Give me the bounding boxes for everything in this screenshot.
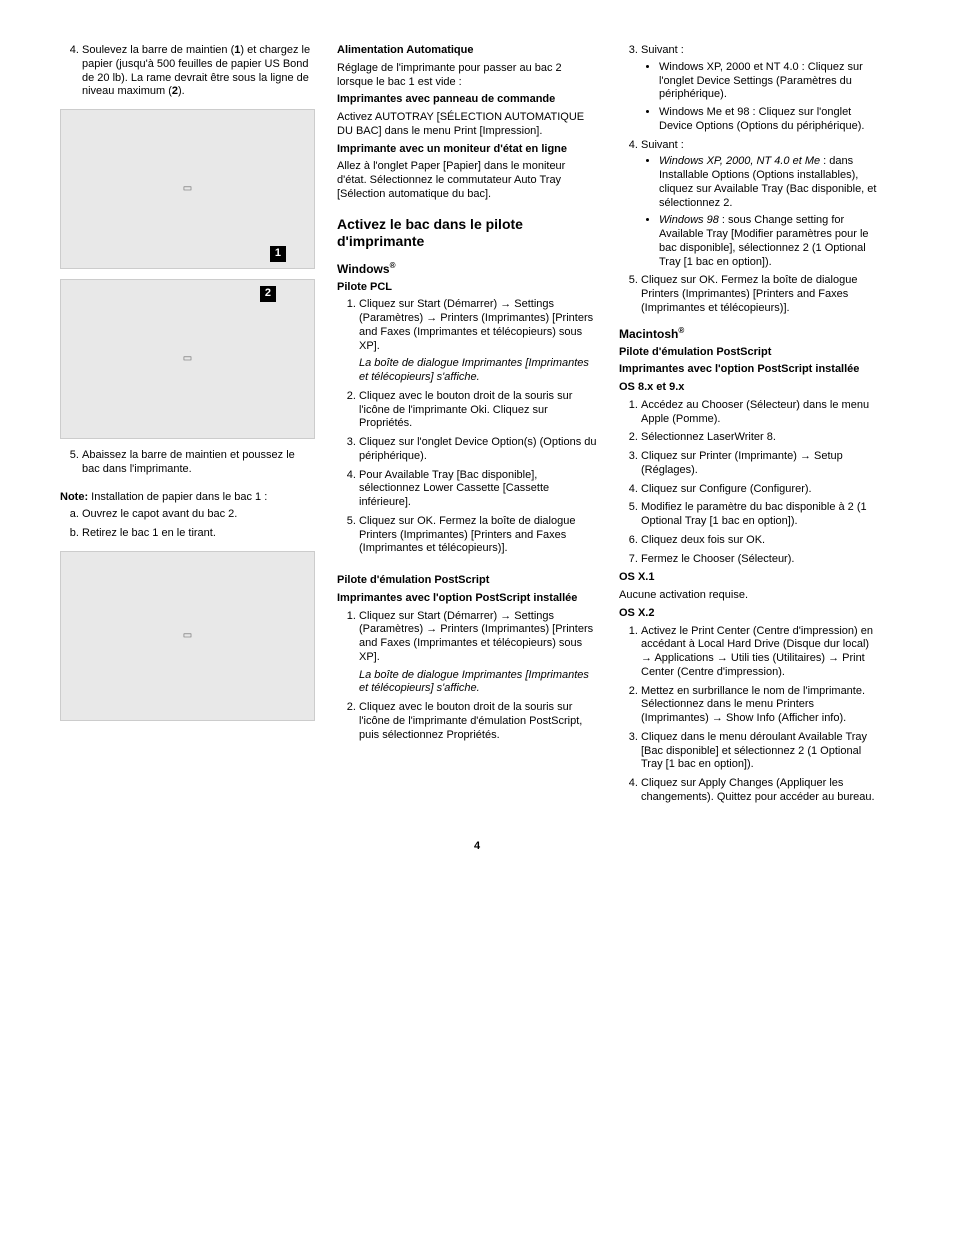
step4-text-a: Soulevez la barre de maintien (: [82, 44, 234, 56]
osx2-1: Activez le Print Center (Centre d'impres…: [641, 625, 879, 680]
pcl-steps: Cliquez sur Start (Démarrer) → Settings …: [337, 298, 597, 556]
windows-text: Windows: [337, 262, 390, 276]
pcl-step-1: Cliquez sur Start (Démarrer) → Settings …: [359, 298, 597, 385]
heading-osx2: OS X.2: [619, 607, 879, 621]
osx2-1b: Applications: [652, 652, 717, 664]
ps1a: Cliquez sur Start (Démarrer): [359, 610, 500, 622]
heading-osx1: OS X.1: [619, 571, 879, 585]
os8-5: Modifiez le paramètre du bac disponible …: [641, 501, 879, 529]
s4-text: Suivant :: [641, 139, 684, 151]
para-moniteur: Allez à l'onglet Paper [Papier] dans le …: [337, 160, 597, 201]
heading-alimentation: Alimentation Automatique: [337, 44, 597, 58]
os8-1: Accédez au Chooser (Sélecteur) dans le m…: [641, 399, 879, 427]
mac-text: Macintosh: [619, 327, 678, 341]
note-text: Installation de papier dans le bac 1 :: [88, 491, 267, 503]
pcl-step-5: Cliquez sur OK. Fermez la boîte de dialo…: [359, 515, 597, 556]
heading-postscript-2: Imprimantes avec l'option PostScript ins…: [337, 592, 597, 606]
registered-icon: ®: [390, 261, 396, 270]
os8-3a: Cliquez sur Printer (Imprimante): [641, 450, 800, 462]
page-number: 4: [60, 840, 894, 854]
s4-b1: Windows XP, 2000, NT 4.0 et Me : dans In…: [659, 155, 879, 210]
s4-bullets: Windows XP, 2000, NT 4.0 et Me : dans In…: [641, 155, 879, 269]
os8-7: Fermez le Chooser (Sélecteur).: [641, 553, 879, 567]
column-3: Suivant : Windows XP, 2000 et NT 4.0 : C…: [619, 40, 879, 810]
note-label: Note:: [60, 491, 88, 503]
note-step-b: Retirez le bac 1 en le tirant.: [82, 527, 315, 541]
figure-1-label: 1: [270, 246, 286, 262]
heading-mac-ps2: Imprimantes avec l'option PostScript ins…: [619, 363, 879, 377]
s3-b1: Windows XP, 2000 et NT 4.0 : Cliquez sur…: [659, 61, 879, 102]
heading-os8: OS 8.x et 9.x: [619, 381, 879, 395]
c3-step-5: Cliquez sur OK. Fermez la boîte de dialo…: [641, 274, 879, 315]
heading-activez: Activez le bac dans le pilote d'impriman…: [337, 216, 597, 251]
para-panneau: Activez AUTOTRAY [SÉLECTION AUTOMATIQUE …: [337, 111, 597, 139]
os8-4: Cliquez sur Configure (Configurer).: [641, 483, 879, 497]
step4-text-c: ).: [178, 85, 185, 97]
s4b2-it: Windows 98: [659, 214, 719, 226]
pcl1-italic: La boîte de dialogue Imprimantes [Imprim…: [359, 357, 597, 385]
para-auto: Réglage de l'imprimante pour passer au b…: [337, 62, 597, 90]
heading-pcl: Pilote PCL: [337, 281, 597, 295]
s3-bullets: Windows XP, 2000 et NT 4.0 : Cliquez sur…: [641, 61, 879, 134]
osx2-1a: Activez le Print Center (Centre d'impres…: [641, 625, 873, 651]
ps1-italic: La boîte de dialogue Imprimantes [Imprim…: [359, 669, 597, 697]
osx2-3: Cliquez dans le menu déroulant Available…: [641, 731, 879, 772]
c3-step-4: Suivant : Windows XP, 2000, NT 4.0 et Me…: [641, 139, 879, 270]
step-4: Soulevez la barre de maintien (1) et cha…: [82, 44, 315, 99]
note-block: Note: Installation de papier dans le bac…: [60, 491, 315, 505]
column-2: Alimentation Automatique Réglage de l'im…: [337, 40, 597, 810]
os8-2: Sélectionnez LaserWriter 8.: [641, 431, 879, 445]
s3-text: Suivant :: [641, 44, 684, 56]
osx2-4: Cliquez sur Apply Changes (Appliquer les…: [641, 777, 879, 805]
placeholder-icon: ▭: [183, 183, 192, 196]
note-step-a: Ouvrez le capot avant du bac 2.: [82, 508, 315, 522]
ps-steps: Cliquez sur Start (Démarrer) → Settings …: [337, 610, 597, 743]
os8-6: Cliquez deux fois sur OK.: [641, 534, 879, 548]
s4b1-it: Windows XP, 2000, NT 4.0 et Me: [659, 155, 820, 167]
heading-mac-ps: Pilote d'émulation PostScript: [619, 346, 879, 360]
page-content: Soulevez la barre de maintien (1) et cha…: [60, 40, 894, 810]
pcl-step-2: Cliquez avec le bouton droit de la souri…: [359, 390, 597, 431]
osx2-2b: Show Info (Afficher info).: [723, 712, 846, 724]
osx2-1c: Utili ties (Utilitaires): [728, 652, 828, 664]
osx2-steps: Activez le Print Center (Centre d'impres…: [619, 625, 879, 805]
osx2-2: Mettez en surbrillance le nom de l'impri…: [641, 685, 879, 726]
os8-steps: Accédez au Chooser (Sélecteur) dans le m…: [619, 399, 879, 567]
placeholder-icon: ▭: [183, 630, 192, 643]
col1-steps-cont: Abaissez la barre de maintien et poussez…: [60, 449, 315, 477]
pcl1a: Cliquez sur Start (Démarrer): [359, 298, 500, 310]
s3-b2: Windows Me et 98 : Cliquez sur l'onglet …: [659, 106, 879, 134]
figure-printer-2: ▭ 2: [60, 279, 315, 439]
col1-steps: Soulevez la barre de maintien (1) et cha…: [60, 44, 315, 99]
registered-icon: ®: [678, 326, 684, 335]
s4-b2: Windows 98 : sous Change setting for Ava…: [659, 214, 879, 269]
note-substeps: Ouvrez le capot avant du bac 2. Retirez …: [60, 508, 315, 541]
osx1-para: Aucune activation requise.: [619, 589, 879, 603]
heading-postscript: Pilote d'émulation PostScript: [337, 574, 597, 588]
heading-panneau: Imprimantes avec panneau de commande: [337, 93, 597, 107]
heading-moniteur: Imprimante avec un moniteur d'état en li…: [337, 143, 597, 157]
pcl-step-3: Cliquez sur l'onglet Device Option(s) (O…: [359, 436, 597, 464]
column-1: Soulevez la barre de maintien (1) et cha…: [60, 40, 315, 810]
step-5: Abaissez la barre de maintien et poussez…: [82, 449, 315, 477]
figure-printer-3: ▭: [60, 551, 315, 721]
heading-macintosh: Macintosh®: [619, 326, 879, 342]
placeholder-icon: ▭: [183, 353, 192, 366]
os8-3: Cliquez sur Printer (Imprimante) → Setup…: [641, 450, 879, 478]
figure-printer-1: ▭ 1: [60, 109, 315, 269]
heading-windows: Windows®: [337, 261, 597, 277]
pcl-step-4: Pour Available Tray [Bac disponible], sé…: [359, 469, 597, 510]
figure-2-label: 2: [260, 286, 276, 302]
col3-steps: Suivant : Windows XP, 2000 et NT 4.0 : C…: [619, 44, 879, 316]
c3-step-3: Suivant : Windows XP, 2000 et NT 4.0 : C…: [641, 44, 879, 134]
ps-step-1: Cliquez sur Start (Démarrer) → Settings …: [359, 610, 597, 697]
ps-step-2: Cliquez avec le bouton droit de la souri…: [359, 701, 597, 742]
